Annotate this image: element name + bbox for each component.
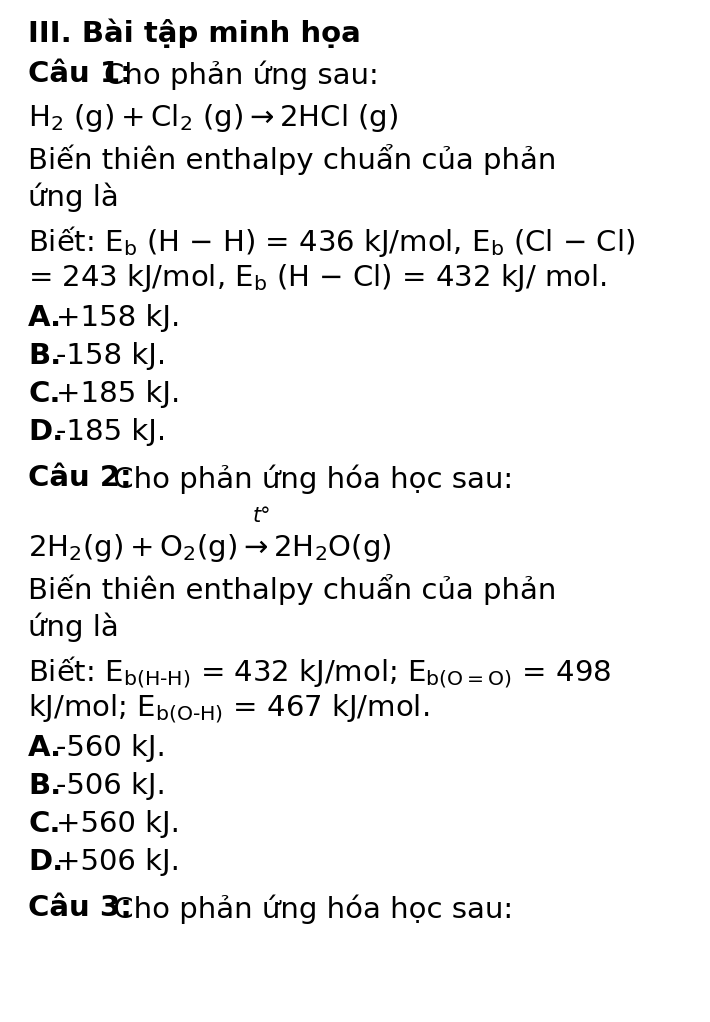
Text: ứng là: ứng là (28, 182, 119, 212)
Text: +560 kJ.: +560 kJ. (56, 810, 180, 838)
Text: kJ/mol; $\mathrm{E_{b(O\text{-}H)}}$ = 467 kJ/mol.: kJ/mol; $\mathrm{E_{b(O\text{-}H)}}$ = 4… (28, 692, 429, 725)
Text: Cho phản ứng sau:: Cho phản ứng sau: (104, 60, 378, 90)
Text: $\mathrm{H_2\ (g) + Cl_2\ (g) \rightarrow 2HCl\ (g)}$: $\mathrm{H_2\ (g) + Cl_2\ (g) \rightarro… (28, 102, 398, 134)
Text: -158 kJ.: -158 kJ. (56, 342, 166, 370)
Text: Biến thiên enthalpy chuẩn của phản: Biến thiên enthalpy chuẩn của phản (28, 144, 557, 175)
Text: Biến thiên enthalpy chuẩn của phản: Biến thiên enthalpy chuẩn của phản (28, 574, 557, 605)
Text: D.: D. (28, 418, 63, 446)
Text: III. Bài tập minh họa: III. Bài tập minh họa (28, 18, 361, 47)
Text: +185 kJ.: +185 kJ. (56, 380, 180, 408)
Text: Câu 2:: Câu 2: (28, 464, 131, 492)
Text: Cho phản ứng hóa học sau:: Cho phản ứng hóa học sau: (104, 464, 513, 494)
Text: Biết: $\mathrm{E_{b(H\text{-}H)}}$ = 432 kJ/mol; $\mathrm{E_{b(O=O)}}$ = 498: Biết: $\mathrm{E_{b(H\text{-}H)}}$ = 432… (28, 654, 611, 690)
Text: B.: B. (28, 342, 61, 370)
Text: Cho phản ứng hóa học sau:: Cho phản ứng hóa học sau: (104, 894, 513, 924)
Text: $\mathrm{2H_2(g) + O_2(g) \rightarrow 2H_2O(g)}$: $\mathrm{2H_2(g) + O_2(g) \rightarrow 2H… (28, 532, 391, 564)
Text: C.: C. (28, 380, 60, 408)
Text: t°: t° (253, 506, 272, 526)
Text: Câu 3:: Câu 3: (28, 894, 132, 922)
Text: A.: A. (28, 304, 62, 332)
Text: -185 kJ.: -185 kJ. (56, 418, 166, 446)
Text: = 243 kJ/mol, $\mathrm{E_b}$ (H $-$ Cl) = 432 kJ/ mol.: = 243 kJ/mol, $\mathrm{E_b}$ (H $-$ Cl) … (28, 262, 607, 294)
Text: B.: B. (28, 772, 61, 800)
Text: +506 kJ.: +506 kJ. (56, 848, 180, 876)
Text: C.: C. (28, 810, 60, 838)
Text: ứng là: ứng là (28, 612, 119, 642)
Text: -560 kJ.: -560 kJ. (56, 734, 165, 762)
Text: Biết: $\mathrm{E_b}$ (H $-$ H) = 436 kJ/mol, $\mathrm{E_b}$ (Cl $-$ Cl): Biết: $\mathrm{E_b}$ (H $-$ H) = 436 kJ/… (28, 224, 635, 259)
Text: D.: D. (28, 848, 63, 876)
Text: -506 kJ.: -506 kJ. (56, 772, 165, 800)
Text: Câu 1:: Câu 1: (28, 60, 132, 88)
Text: +158 kJ.: +158 kJ. (56, 304, 180, 332)
Text: A.: A. (28, 734, 62, 762)
